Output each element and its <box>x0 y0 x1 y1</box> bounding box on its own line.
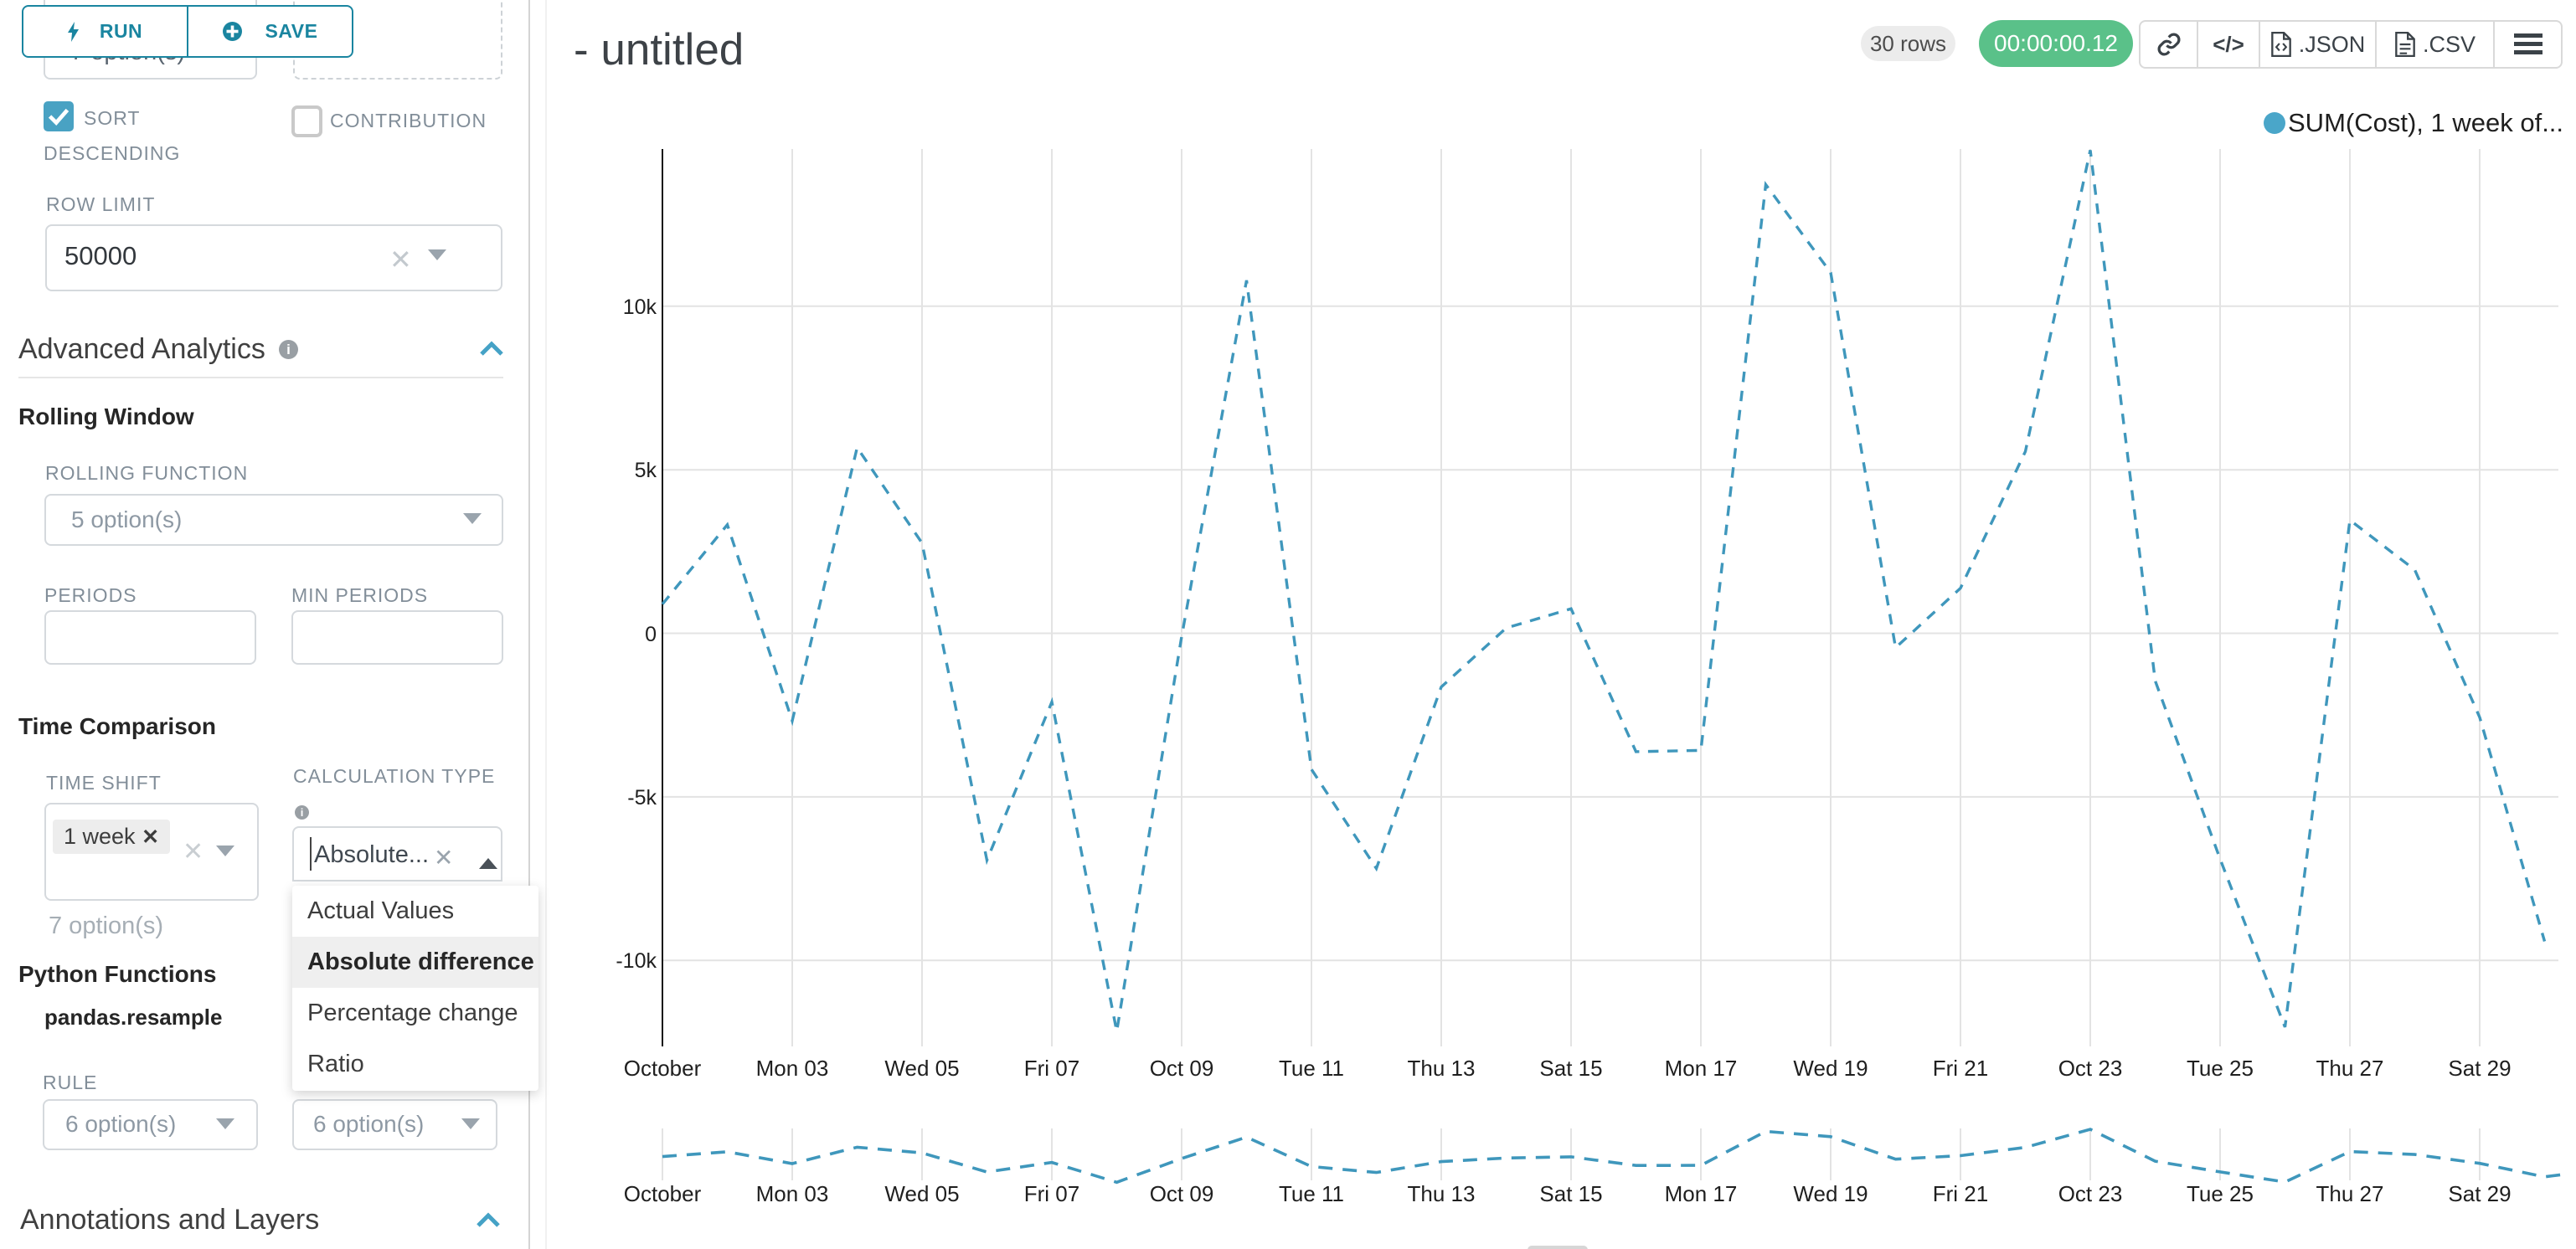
svg-text:Fri 07: Fri 07 <box>1024 1056 1079 1081</box>
svg-text:Tue 11: Tue 11 <box>1279 1181 1344 1206</box>
svg-text:Sat 15: Sat 15 <box>1539 1181 1602 1206</box>
svg-text:Sat 29: Sat 29 <box>2448 1056 2511 1081</box>
svg-text:October: October <box>624 1181 702 1206</box>
svg-text:October: October <box>624 1056 702 1081</box>
svg-text:Fri 07: Fri 07 <box>1024 1181 1079 1206</box>
svg-text:-10k: -10k <box>616 949 657 973</box>
svg-text:Thu 27: Thu 27 <box>2316 1056 2384 1081</box>
svg-text:Mon 03: Mon 03 <box>756 1181 829 1206</box>
svg-text:Fri 21: Fri 21 <box>1933 1056 1988 1081</box>
svg-text:10k: 10k <box>623 296 657 319</box>
svg-text:Tue 11: Tue 11 <box>1279 1056 1344 1081</box>
svg-text:Tue 25: Tue 25 <box>2187 1056 2254 1081</box>
svg-text:Wed 05: Wed 05 <box>884 1181 959 1206</box>
svg-text:Thu 27: Thu 27 <box>2316 1181 2384 1206</box>
svg-text:Oct 23: Oct 23 <box>2058 1056 2123 1081</box>
svg-text:Oct 09: Oct 09 <box>1150 1056 1214 1081</box>
svg-text:Fri 21: Fri 21 <box>1933 1181 1988 1206</box>
svg-text:Mon 17: Mon 17 <box>1665 1056 1738 1081</box>
svg-text:Mon 17: Mon 17 <box>1665 1181 1738 1206</box>
svg-text:SUM(Cost), 1 week of...: SUM(Cost), 1 week of... <box>2288 108 2563 137</box>
svg-text:Wed 19: Wed 19 <box>1793 1181 1868 1206</box>
svg-text:Oct 23: Oct 23 <box>2058 1181 2123 1206</box>
svg-text:Tue 25: Tue 25 <box>2187 1181 2254 1206</box>
svg-text:Mon 03: Mon 03 <box>756 1056 829 1081</box>
svg-text:Sat 15: Sat 15 <box>1539 1056 1602 1081</box>
svg-text:Sat 29: Sat 29 <box>2448 1181 2511 1206</box>
svg-text:5k: 5k <box>635 459 657 482</box>
svg-text:0: 0 <box>645 623 657 646</box>
svg-text:Thu 13: Thu 13 <box>1408 1181 1476 1206</box>
svg-text:Thu 13: Thu 13 <box>1408 1056 1476 1081</box>
svg-text:-5k: -5k <box>627 786 657 810</box>
svg-text:Wed 05: Wed 05 <box>884 1056 959 1081</box>
svg-text:Wed 19: Wed 19 <box>1793 1056 1868 1081</box>
svg-text:Oct 09: Oct 09 <box>1150 1181 1214 1206</box>
